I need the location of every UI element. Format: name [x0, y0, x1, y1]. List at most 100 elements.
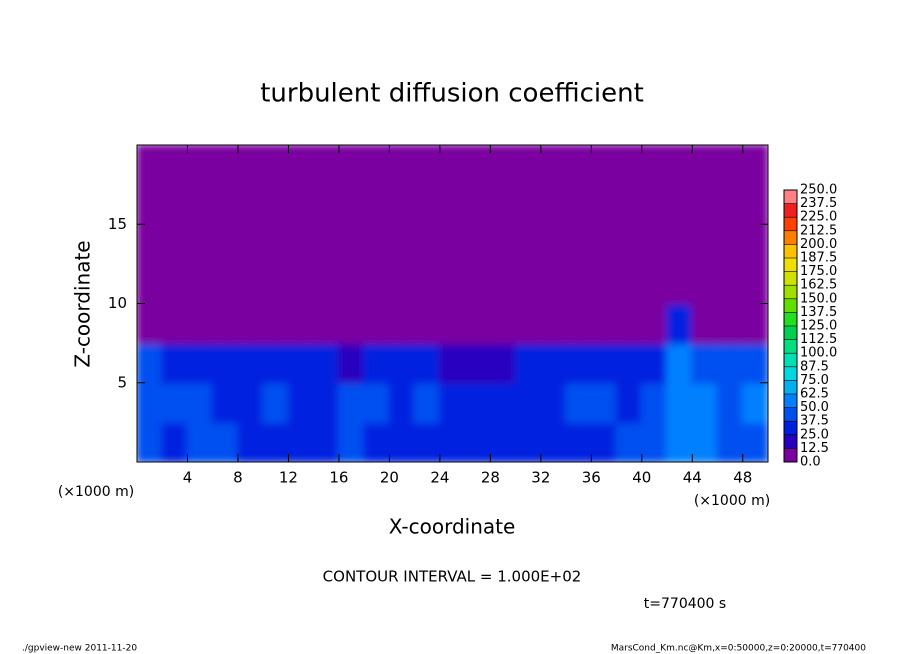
cell: [312, 302, 340, 345]
cell: [312, 421, 340, 462]
cell: [565, 421, 593, 462]
x-tick-label: 8: [233, 469, 243, 487]
cell: [211, 302, 239, 345]
cell: [413, 302, 441, 345]
colorbar-label: 212.5: [800, 223, 837, 238]
colorbar-swatch: [784, 244, 797, 258]
cell: [262, 183, 290, 226]
cell: [438, 421, 467, 462]
cell: [337, 342, 366, 384]
colorbar-label: 237.5: [800, 196, 837, 211]
cell: [211, 381, 239, 424]
cell: [211, 223, 239, 265]
cell: [539, 302, 568, 345]
cell: [489, 223, 517, 265]
cell: [666, 183, 694, 226]
field: [137, 145, 768, 462]
cell: [186, 421, 214, 462]
cell: [186, 223, 214, 265]
cell: [615, 342, 643, 384]
cell: [312, 381, 340, 424]
x-tick-label: 48: [733, 469, 752, 487]
cell: [741, 183, 768, 226]
cell: [489, 183, 517, 226]
cell: [615, 381, 643, 424]
cell: [388, 342, 416, 384]
field-cells: [137, 145, 768, 462]
cell: [691, 421, 719, 462]
cell: [262, 342, 290, 384]
cell: [236, 342, 265, 384]
cell: [716, 302, 744, 345]
cell: [514, 421, 542, 462]
cell: [211, 145, 239, 186]
cell: [413, 183, 441, 226]
colorbar-label: 162.5: [800, 278, 837, 293]
colorbar-swatch: [784, 353, 797, 367]
cell: [287, 183, 315, 226]
cell: [666, 145, 694, 186]
colorbar-label: 12.5: [800, 441, 829, 456]
cell: [514, 223, 542, 265]
x-tick-label: 36: [582, 469, 601, 487]
cell: [211, 342, 239, 384]
cell: [236, 223, 265, 265]
cell: [287, 421, 315, 462]
cell: [262, 302, 290, 345]
cell: [716, 183, 744, 226]
y-unit: (×1000 m): [58, 484, 134, 500]
cell: [539, 223, 568, 265]
cell: [161, 342, 189, 384]
cell: [186, 381, 214, 424]
cell: [716, 342, 744, 384]
cell: [211, 262, 239, 305]
cell: [413, 381, 441, 424]
cell: [161, 223, 189, 265]
colorbar-swatch: [784, 407, 797, 422]
colorbar-swatch: [784, 203, 797, 218]
cell: [590, 421, 618, 462]
cell: [464, 262, 492, 305]
cell: [438, 145, 467, 186]
cell: [363, 342, 391, 384]
cell: [161, 262, 189, 305]
cell: [236, 183, 265, 226]
cell: [137, 223, 164, 265]
cell: [640, 421, 669, 462]
cell: [514, 381, 542, 424]
colorbar-label: 200.0: [800, 237, 837, 252]
cell: [691, 223, 719, 265]
cell: [489, 302, 517, 345]
cell: [236, 302, 265, 345]
cell: [388, 421, 416, 462]
cell: [161, 302, 189, 345]
cell: [464, 381, 492, 424]
cell: [438, 262, 467, 305]
cell: [514, 145, 542, 186]
y-axis-label: Z-coordinate: [71, 240, 95, 367]
cell: [186, 262, 214, 305]
y-tick-label: 10: [108, 294, 127, 312]
colorbar-swatch: [784, 326, 797, 340]
colorbar-swatch: [784, 421, 797, 435]
cell: [640, 342, 669, 384]
cell: [186, 302, 214, 345]
cell: [615, 183, 643, 226]
cell: [236, 381, 265, 424]
cell: [640, 145, 669, 186]
colorbar-swatch: [784, 285, 797, 299]
cell: [438, 223, 467, 265]
cell: [464, 342, 492, 384]
cell: [161, 421, 189, 462]
cell: [691, 302, 719, 345]
cell: [565, 183, 593, 226]
cell: [413, 421, 441, 462]
colorbar-swatch: [784, 230, 797, 245]
colorbar-swatch: [784, 339, 797, 354]
cell: [691, 342, 719, 384]
cell: [388, 381, 416, 424]
colorbar-label: 25.0: [800, 427, 829, 442]
cell: [262, 262, 290, 305]
x-tick-label: 12: [279, 469, 298, 487]
colorbar-label: 187.5: [800, 251, 837, 266]
